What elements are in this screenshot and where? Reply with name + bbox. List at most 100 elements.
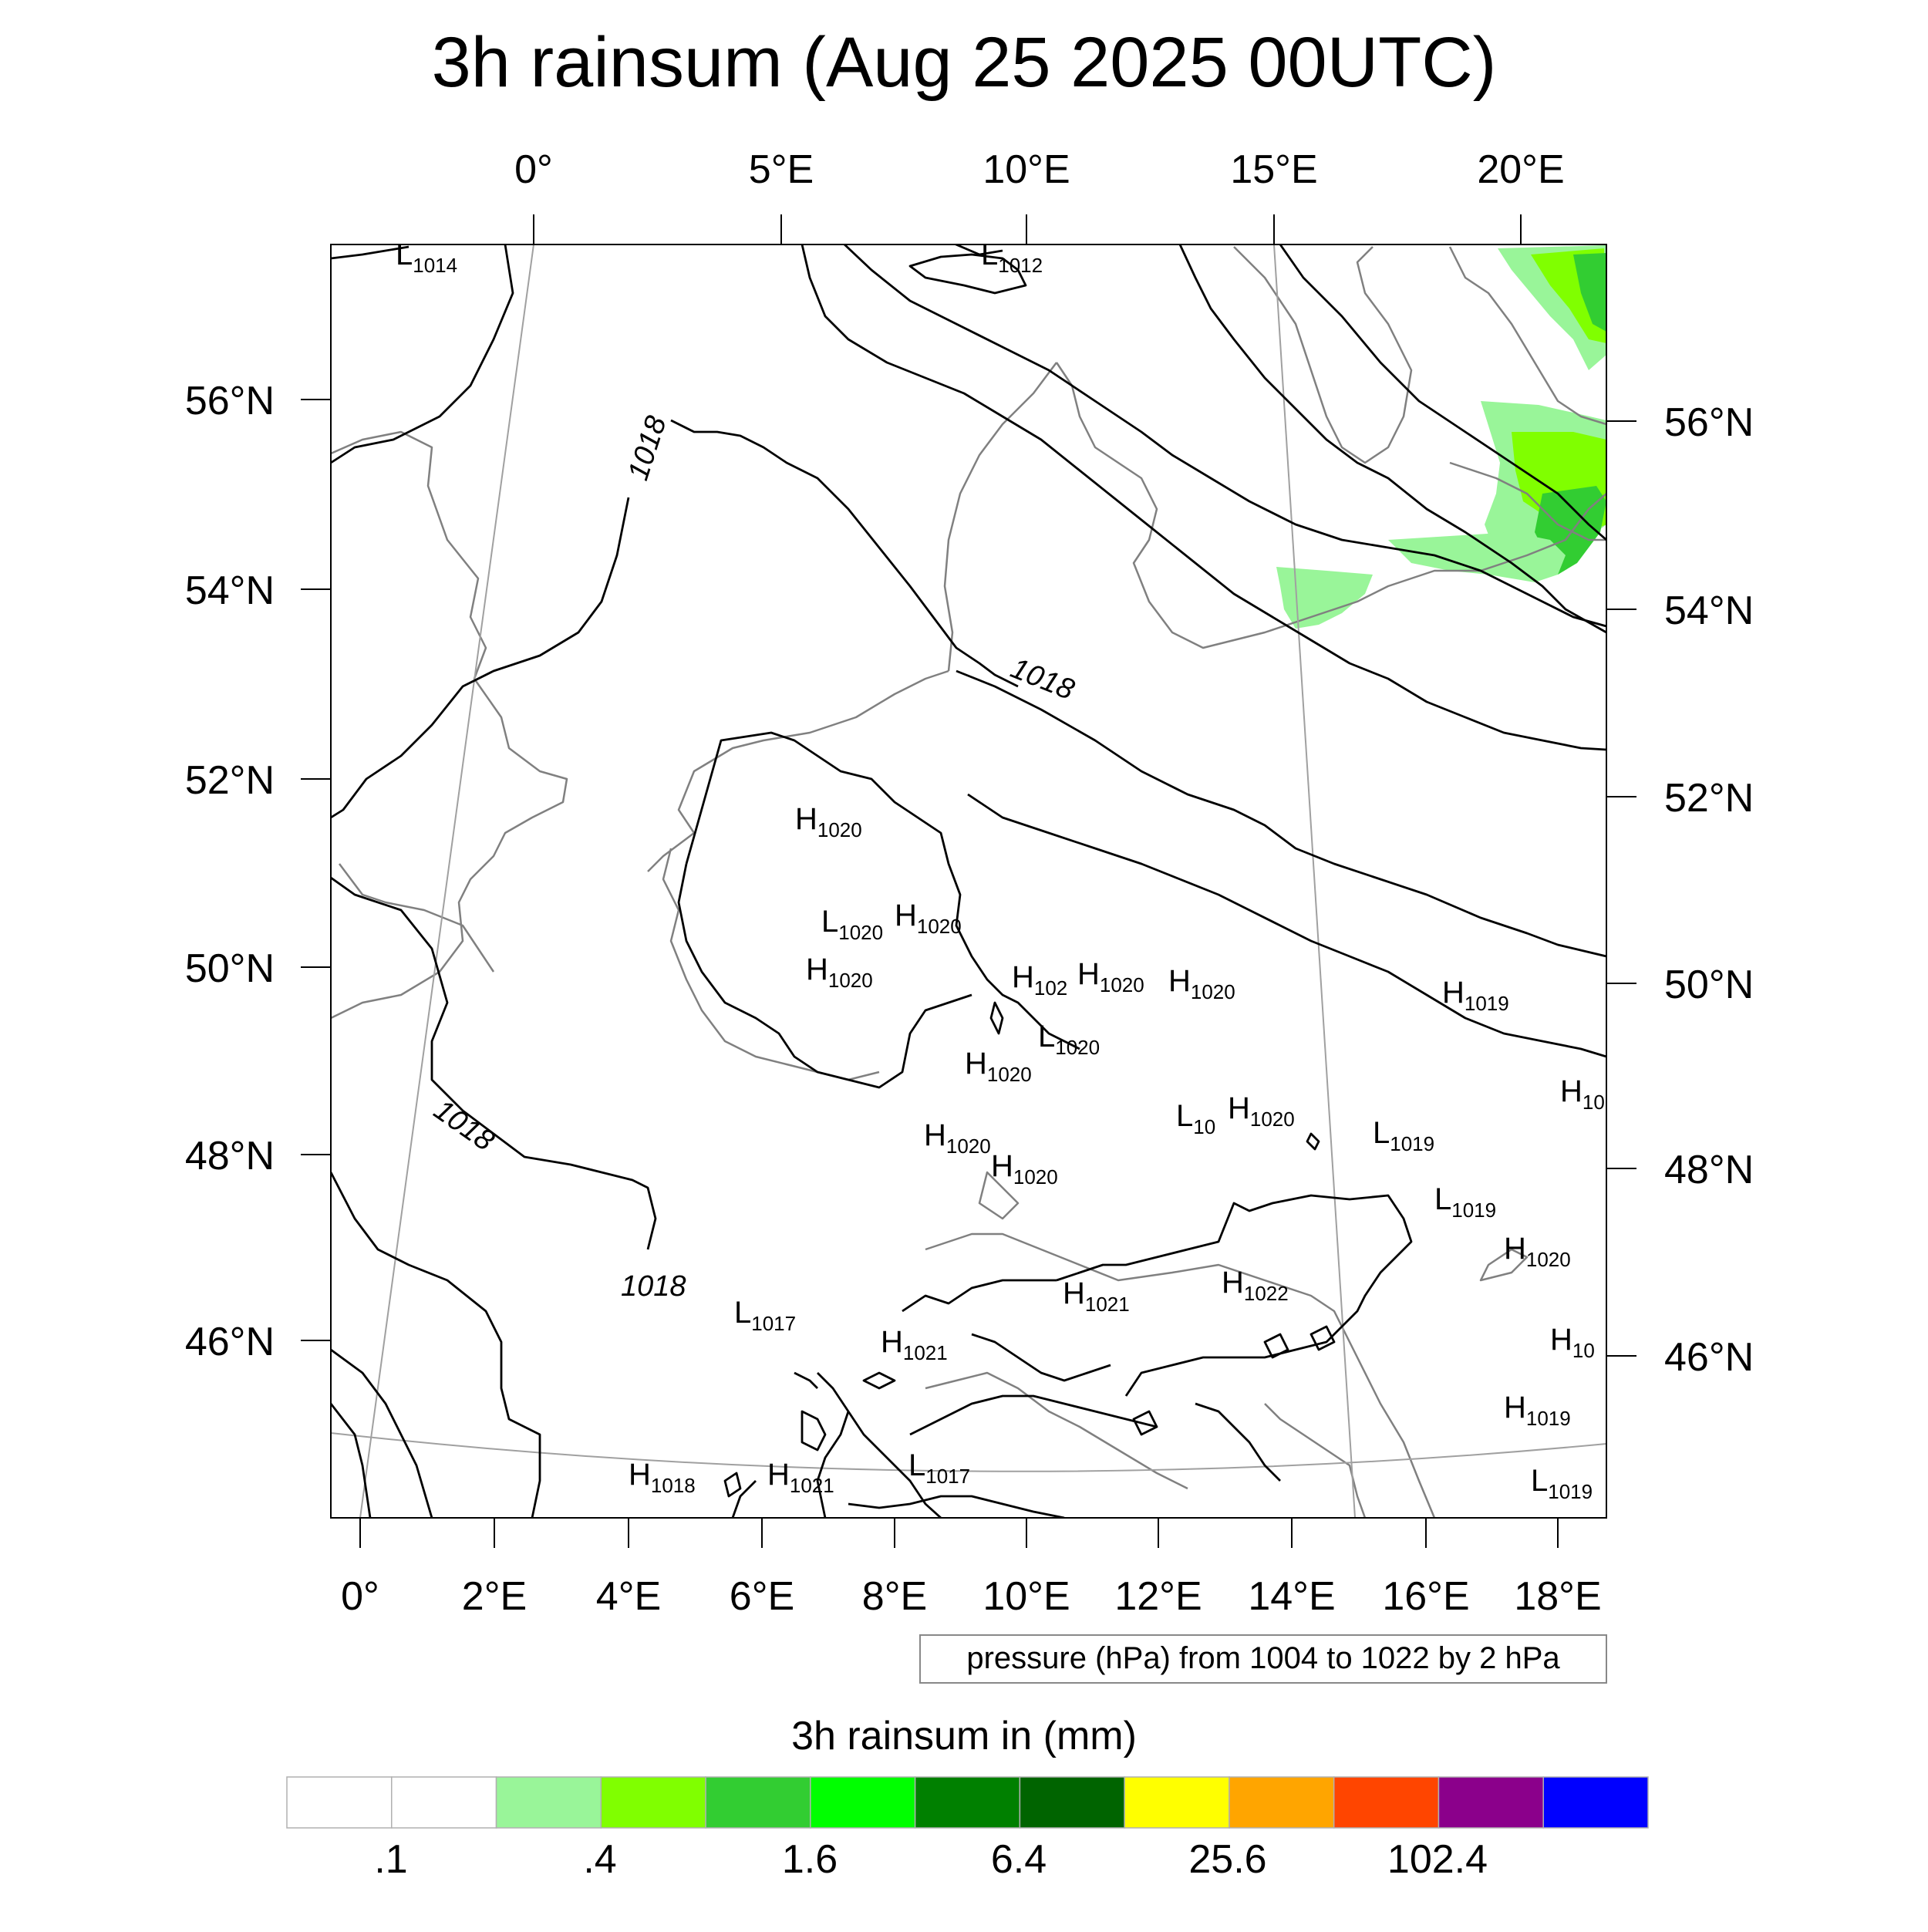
right-lat-label: 52°N: [1664, 776, 1754, 821]
center-type: L: [1176, 1099, 1193, 1133]
left-lat-label: 48°N: [185, 1134, 275, 1178]
rain-area-light: [1276, 567, 1373, 629]
pressure-center-label: L1017: [908, 1448, 970, 1488]
center-type: H: [991, 1149, 1013, 1183]
pressure-center-label: H1022: [1222, 1266, 1289, 1305]
center-value: 1020: [987, 1063, 1032, 1086]
pressure-center-label: H1020: [924, 1118, 991, 1158]
center-type: H: [1222, 1266, 1244, 1300]
center-type: H: [1063, 1276, 1085, 1310]
colorbar-cell: [1438, 1776, 1544, 1829]
right-latitude-labels: 56°N 54°N 52°N 50°N 48°N 46°N: [1664, 400, 1754, 1380]
pressure-center-label: H1021: [767, 1458, 834, 1497]
pressure-center-label: H10: [1550, 1323, 1595, 1362]
center-value: 10: [1572, 1339, 1595, 1362]
colorbar: 3h rainsum in (mm) .1 .4 1.6 6.4 25.6 10…: [286, 1714, 1649, 1882]
pressure-center-label: L1020: [821, 905, 883, 944]
top-lon-label: 15°E: [1230, 147, 1317, 192]
center-value: 10: [1193, 1115, 1215, 1138]
center-type: H: [1168, 964, 1191, 998]
colorbar-label: 25.6: [1188, 1837, 1266, 1882]
center-value: 10: [1583, 1091, 1605, 1114]
center-value: 1019: [1465, 992, 1509, 1015]
colorbar-labels: .1 .4 1.6 6.4 25.6 102.4: [374, 1837, 1488, 1882]
center-type: H: [881, 1325, 903, 1359]
pressure-center-label: L1019: [1434, 1182, 1496, 1222]
colorbar-cell: [391, 1776, 497, 1829]
center-type: L: [908, 1448, 925, 1482]
center-type: H: [1550, 1323, 1572, 1357]
center-value: 1020: [1055, 1036, 1100, 1059]
bottom-lon-label: 14°E: [1248, 1574, 1335, 1619]
colorbar-cell: [1333, 1776, 1440, 1829]
center-type: H: [965, 1047, 987, 1081]
pressure-center-label: H1020: [965, 1047, 1032, 1086]
top-ticks: [533, 214, 1522, 244]
top-lon-label: 10°E: [983, 147, 1070, 192]
center-value: 1012: [998, 254, 1043, 277]
pressure-center-label: H1020: [1504, 1232, 1571, 1271]
pressure-center-label: L1017: [734, 1296, 796, 1335]
isobars: [331, 244, 1606, 1518]
colorbar-label: 102.4: [1387, 1837, 1488, 1882]
right-lat-label: 46°N: [1664, 1335, 1754, 1380]
colorbar-cells: [286, 1776, 1649, 1829]
center-value: 1020: [1250, 1108, 1295, 1131]
center-value: 1019: [1548, 1480, 1593, 1503]
colorbar-cell: [914, 1776, 1021, 1829]
right-lat-label: 48°N: [1664, 1148, 1754, 1192]
isobar-info-box: pressure (hPa) from 1004 to 1022 by 2 hP…: [919, 1634, 1607, 1684]
pressure-center-label: H10: [1560, 1074, 1605, 1114]
center-value: 1022: [1244, 1282, 1289, 1305]
center-value: 1020: [817, 818, 862, 841]
left-latitude-labels: 56°N 54°N 52°N 50°N 48°N 46°N: [185, 379, 275, 1364]
colorbar-cell: [705, 1776, 811, 1829]
center-type: H: [806, 953, 828, 986]
center-value: 1020: [1191, 980, 1235, 1003]
contour-label: 1018: [621, 1270, 686, 1303]
center-value: 1018: [651, 1474, 696, 1497]
center-type: H: [895, 899, 917, 932]
center-type: H: [767, 1458, 790, 1492]
colorbar-label: .1: [374, 1837, 407, 1882]
bottom-lon-label: 0°: [341, 1574, 379, 1619]
figure-title: 3h rainsum (Aug 25 2025 00UTC): [432, 23, 1497, 102]
pressure-center-label: H1019: [1504, 1391, 1571, 1430]
colorbar-cell: [1229, 1776, 1335, 1829]
colorbar-cell: [600, 1776, 706, 1829]
map-plot-area: 1018 1018 1018 1018 L1014 L1012 H1020 L1…: [331, 238, 1606, 1518]
center-type: H: [924, 1118, 946, 1152]
pressure-center-label: H1020: [795, 802, 862, 841]
bottom-lon-label: 18°E: [1514, 1574, 1601, 1619]
pressure-center-label: H1020: [1168, 964, 1235, 1003]
top-lon-label: 0°: [514, 147, 553, 192]
bottom-lon-label: 2°E: [462, 1574, 527, 1619]
pressure-center-label: L10: [1176, 1099, 1215, 1138]
center-value: 1020: [946, 1135, 991, 1158]
colorbar-cell: [286, 1776, 393, 1829]
center-type: L: [1434, 1182, 1451, 1216]
coastlines: [331, 246, 1606, 1518]
rain-area-heavy: [1573, 253, 1606, 332]
pressure-center-label: H1019: [1442, 976, 1509, 1015]
pressure-center-label: H1018: [629, 1458, 696, 1497]
center-type: H: [795, 802, 817, 836]
center-type: H: [1442, 976, 1465, 1010]
center-value: 1019: [1451, 1199, 1496, 1222]
bottom-lon-label: 4°E: [596, 1574, 661, 1619]
pressure-center-label: H1021: [1063, 1276, 1130, 1316]
map-frame: [330, 244, 1607, 1519]
center-value: 1017: [925, 1465, 970, 1488]
bottom-longitude-labels: 0° 2°E 4°E 6°E 8°E 10°E 12°E 14°E 16°E 1…: [341, 1574, 1602, 1619]
pressure-center-label: L1012: [981, 238, 1043, 277]
isobar-info-text: pressure (hPa) from 1004 to 1022 by 2 hP…: [966, 1641, 1560, 1675]
center-type: H: [1228, 1091, 1250, 1125]
center-value: 102: [1034, 976, 1067, 1000]
colorbar-title: 3h rainsum in (mm): [791, 1714, 1137, 1758]
center-value: 1020: [917, 915, 962, 938]
center-type: L: [1038, 1020, 1055, 1054]
center-type: L: [1373, 1116, 1390, 1150]
left-ticks: [301, 399, 331, 1341]
top-lon-label: 20°E: [1477, 147, 1564, 192]
